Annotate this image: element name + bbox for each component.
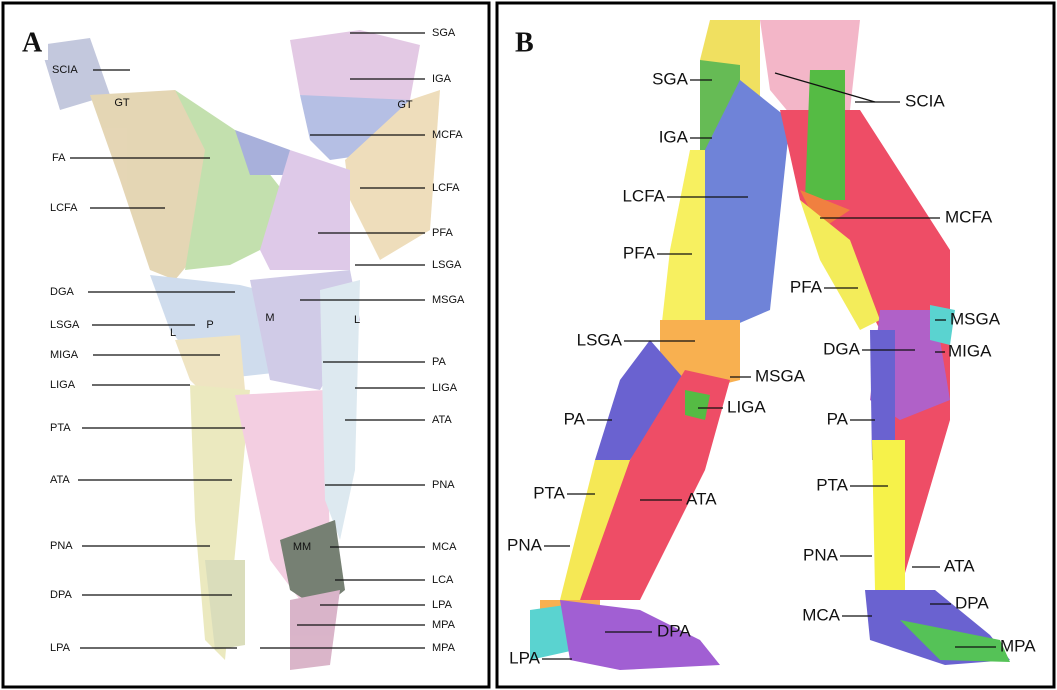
label: MPA xyxy=(432,619,456,631)
label: SGA xyxy=(432,27,456,39)
panel-a-drawing xyxy=(40,30,440,670)
label: FA xyxy=(52,152,66,164)
label: ATA xyxy=(50,474,70,486)
label: L xyxy=(170,327,176,339)
label: P xyxy=(206,319,213,331)
panel-letter: B xyxy=(515,27,534,58)
label: MPA xyxy=(432,642,456,654)
label: PA xyxy=(432,356,447,368)
label: DPA xyxy=(955,593,989,612)
label: MIGA xyxy=(50,349,79,361)
label: ATA xyxy=(432,414,452,426)
panel-letter: A xyxy=(22,27,43,58)
label: PTA xyxy=(816,475,848,494)
label: IGA xyxy=(432,73,452,85)
label: DPA xyxy=(657,621,691,640)
label: ATA xyxy=(944,556,975,575)
label: MCFA xyxy=(945,207,993,226)
label: MSGA xyxy=(755,366,806,385)
label: LIGA xyxy=(432,382,458,394)
label: MCA xyxy=(802,605,840,624)
label: GT xyxy=(397,99,413,111)
label: DGA xyxy=(50,286,75,298)
label: LIGA xyxy=(727,397,766,416)
label: MSGA xyxy=(432,294,465,306)
label: MCFA xyxy=(432,129,463,141)
label: ATA xyxy=(686,489,717,508)
label: PNA xyxy=(507,535,543,554)
label: GT xyxy=(114,97,130,109)
label: PA xyxy=(564,409,586,428)
label: PFA xyxy=(623,243,656,262)
label: LCA xyxy=(432,574,454,586)
label: LPA xyxy=(509,648,541,667)
label: IGA xyxy=(659,127,689,146)
label: M xyxy=(265,312,274,324)
label: MPA xyxy=(1000,636,1036,655)
label: SCIA xyxy=(52,64,78,76)
label: SCIA xyxy=(905,91,945,110)
label: LIGA xyxy=(50,379,76,391)
label: LSGA xyxy=(50,319,80,331)
label: PNA xyxy=(803,545,839,564)
label: MIGA xyxy=(948,341,992,360)
label: L xyxy=(354,314,360,326)
label: PTA xyxy=(533,483,565,502)
label: PFA xyxy=(790,277,823,296)
label: LCFA xyxy=(432,182,460,194)
label: DPA xyxy=(50,589,72,601)
label: DGA xyxy=(823,339,861,358)
label: LCFA xyxy=(50,202,78,214)
label: PFA xyxy=(432,227,453,239)
label: LCFA xyxy=(622,186,665,205)
label: MSGA xyxy=(950,309,1001,328)
label: LSGA xyxy=(432,259,462,271)
label: LPA xyxy=(50,642,71,654)
label: SGA xyxy=(652,69,689,88)
figure: A B SCIAFALCFADGALSGAMIGALIGAPTAATAPNADP… xyxy=(0,0,1057,690)
label: LPA xyxy=(432,599,453,611)
label: MM xyxy=(293,541,311,553)
label: LSGA xyxy=(577,330,623,349)
label: PNA xyxy=(50,540,73,552)
label: PA xyxy=(827,409,849,428)
label: MCA xyxy=(432,541,457,553)
label: PTA xyxy=(50,422,71,434)
label: PNA xyxy=(432,479,455,491)
